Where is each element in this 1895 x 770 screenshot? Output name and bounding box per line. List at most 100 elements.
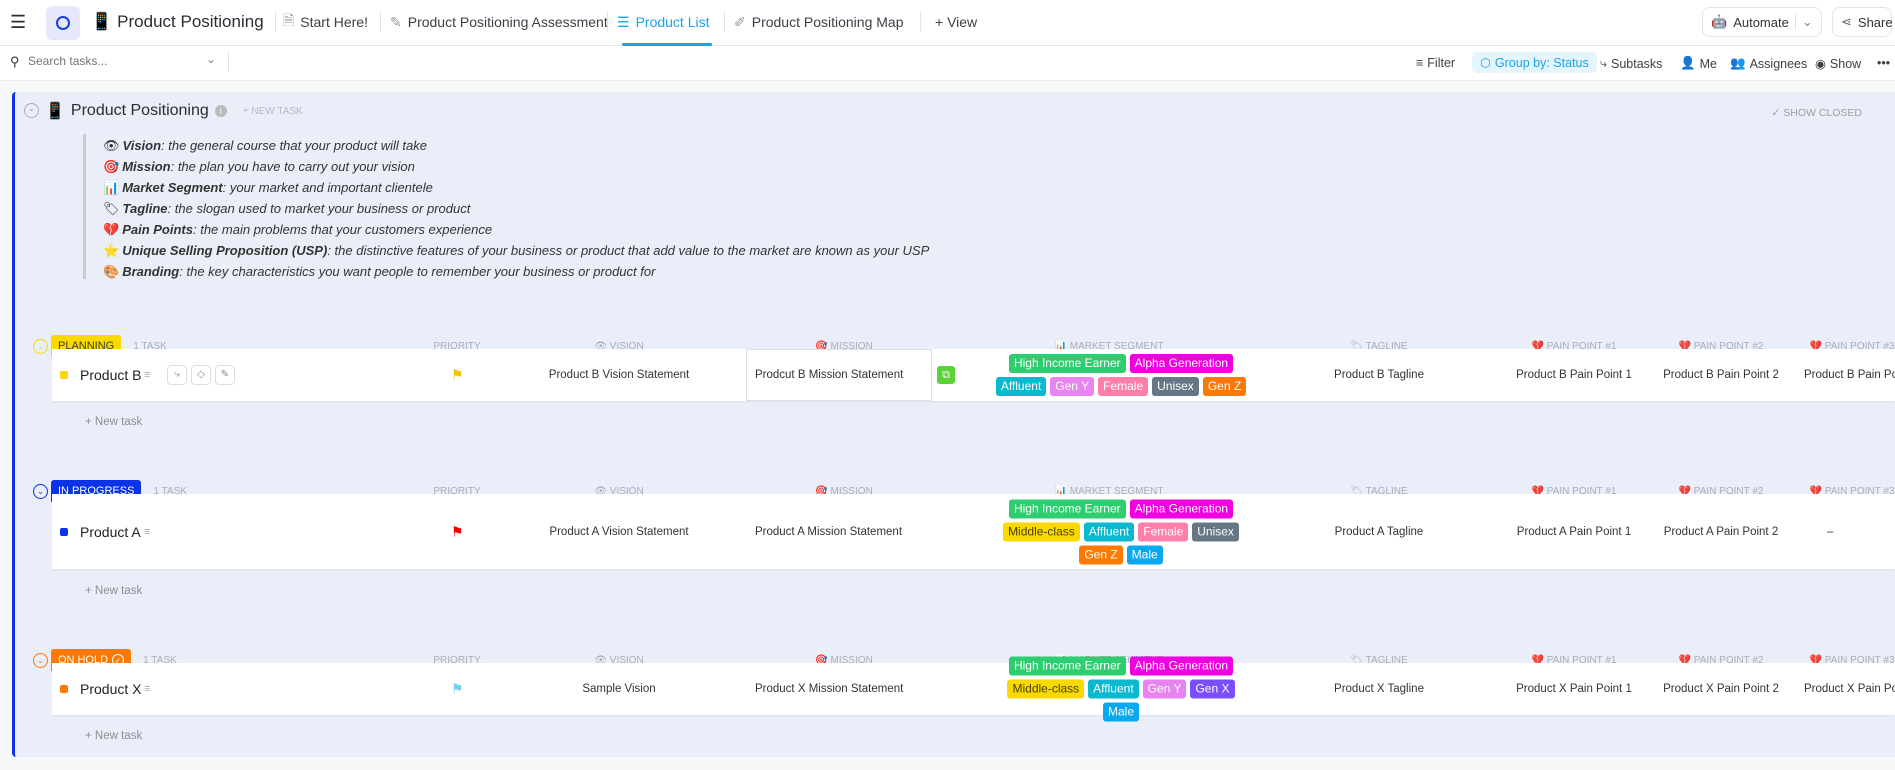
- column-header-pain3[interactable]: 💔 PAIN POINT #3: [1809, 341, 1895, 352]
- column-header-tagline[interactable]: 🏷 TAGLINE: [1350, 655, 1408, 666]
- pain-point-3-cell[interactable]: –: [1827, 525, 1834, 538]
- column-header-market[interactable]: 📊 MARKET SEGMENT: [1054, 341, 1164, 352]
- chevron-down-icon[interactable]: ⌄: [1794, 14, 1813, 30]
- tagline-cell[interactable]: Product B Tagline: [1334, 369, 1424, 381]
- column-header-mission[interactable]: 🎯 MISSION: [815, 655, 873, 666]
- task-row[interactable]: Product B ≡ ⤷ ◇ ✎ ⧉ ⚑ Product B Vision Statemen…: [52, 349, 1895, 401]
- tagline-cell[interactable]: Product A Tagline: [1334, 525, 1424, 538]
- info-icon[interactable]: i: [214, 105, 227, 117]
- status-dot[interactable]: [60, 527, 68, 536]
- status-dot[interactable]: [60, 685, 68, 693]
- emoji-icon: 🏷: [103, 201, 120, 216]
- top-bar: ☰ 📱 Product Positioning 🗎 Start Here! ✎ Pro…: [0, 0, 1895, 46]
- tab-start-here[interactable]: 🗎 Start Here!: [283, 11, 368, 33]
- column-header-priority[interactable]: PRIORITY: [433, 486, 481, 497]
- mission-cell[interactable]: Product X Mission Statement: [755, 683, 904, 695]
- mission-cell[interactable]: Product A Mission Statement: [755, 525, 903, 538]
- column-header-mission[interactable]: 🎯 MISSION: [815, 486, 873, 497]
- market-segment-cell[interactable]: High Income Earner Alpha Generation Afflue…: [972, 354, 1270, 396]
- priority-flag-icon[interactable]: ⚑: [451, 523, 464, 539]
- column-header-pain1[interactable]: 💔 PAIN POINT #1: [1531, 655, 1617, 666]
- status-dot[interactable]: [60, 371, 68, 379]
- mission-cell[interactable]: Prodcut B Mission Statement: [755, 369, 904, 381]
- task-row[interactable]: Product X ≡ ⚑ Sample Vision Product X Missio…: [52, 656, 1895, 722]
- assignees-button[interactable]: 👥 Assignees: [1730, 56, 1807, 71]
- subtask-icon[interactable]: ⤷: [167, 365, 187, 385]
- column-header-market[interactable]: 📊 MARKET SEGMENT: [1054, 486, 1164, 497]
- column-header-pain2[interactable]: 💔 PAIN POINT #2: [1678, 486, 1764, 497]
- pain-point-1-cell[interactable]: Product X Pain Point 1: [1516, 683, 1632, 695]
- collapse-group-icon[interactable]: ⌄: [33, 652, 48, 668]
- task-name[interactable]: Product B: [80, 367, 142, 383]
- pain-point-1-cell[interactable]: Product B Pain Point 1: [1516, 369, 1632, 381]
- emoji-icon: 📊: [103, 180, 120, 195]
- priority-flag-icon[interactable]: ⚑: [451, 366, 464, 383]
- column-header-vision[interactable]: 👁 VISION: [594, 341, 644, 352]
- emoji-icon: 🎯: [103, 159, 120, 174]
- column-header-pain2[interactable]: 💔 PAIN POINT #2: [1678, 341, 1764, 352]
- show-button[interactable]: ◉ Show: [1815, 56, 1861, 72]
- collapse-group-icon[interactable]: ⌄: [33, 338, 48, 354]
- description-term: Mission: [122, 159, 171, 174]
- collapse-icon[interactable]: ⌄: [24, 103, 39, 118]
- tag-icon[interactable]: ◇: [191, 365, 211, 385]
- column-header-pain1[interactable]: 💔 PAIN POINT #1: [1531, 341, 1617, 352]
- column-header-priority[interactable]: PRIORITY: [433, 655, 481, 666]
- new-task-button[interactable]: + New task: [85, 730, 143, 742]
- pain-point-2-cell[interactable]: Product B Pain Point 2: [1663, 369, 1779, 381]
- share-button[interactable]: ⋖ Share: [1832, 7, 1893, 37]
- column-header-priority[interactable]: PRIORITY: [433, 341, 481, 352]
- market-tag: Alpha Generation: [1129, 656, 1234, 676]
- search-input[interactable]: [28, 54, 208, 68]
- edit-icon[interactable]: ✎: [215, 365, 235, 385]
- column-header-vision[interactable]: 👁 VISION: [594, 486, 644, 497]
- description-text: : your market and important clientele: [222, 180, 433, 195]
- pain-point-2-cell[interactable]: Product X Pain Point 2: [1663, 683, 1779, 695]
- priority-flag-icon[interactable]: ⚑: [451, 680, 464, 697]
- workspace-icon[interactable]: [46, 6, 80, 40]
- group-by-button[interactable]: ⬡ Group by: Status: [1472, 52, 1597, 73]
- show-closed-button[interactable]: ✓ SHOW CLOSED: [1772, 107, 1862, 119]
- pain-point-1-cell[interactable]: Product A Pain Point 1: [1516, 525, 1632, 538]
- new-task-button[interactable]: + New task: [85, 585, 143, 597]
- column-header-tagline[interactable]: 🏷 TAGLINE: [1350, 341, 1408, 352]
- tagline-cell[interactable]: Product X Tagline: [1334, 683, 1424, 695]
- task-count: 1 TASK: [153, 485, 187, 497]
- me-button[interactable]: 👤 Me: [1680, 56, 1717, 71]
- tab-product-list[interactable]: ☰ Product List: [617, 11, 710, 33]
- collapse-group-icon[interactable]: ⌄: [33, 483, 48, 499]
- filter-button[interactable]: ≡ Filter: [1416, 56, 1455, 70]
- menu-icon[interactable]: ☰: [10, 12, 27, 32]
- market-segment-cell[interactable]: High Income Earner Alpha Generation Middle…: [972, 656, 1270, 722]
- copy-icon[interactable]: ⧉: [937, 366, 955, 384]
- pain-point-3-cell[interactable]: Product B Pain Point 3: [1804, 369, 1895, 381]
- add-view-button[interactable]: + View: [935, 14, 978, 30]
- column-header-pain2[interactable]: 💔 PAIN POINT #2: [1678, 655, 1764, 666]
- space-title[interactable]: 📱 Product Positioning: [91, 12, 264, 32]
- column-header-pain1[interactable]: 💔 PAIN POINT #1: [1531, 486, 1617, 497]
- pain-point-3-cell[interactable]: Product X Pain Point 3: [1804, 683, 1895, 695]
- vision-cell[interactable]: Sample Vision: [582, 683, 656, 695]
- task-row[interactable]: Product A ≡ ⚑ Product A Vision Statement Pro…: [52, 494, 1895, 569]
- column-header-pain3[interactable]: 💔 PAIN POINT #3: [1809, 655, 1895, 666]
- task-name[interactable]: Product X: [80, 681, 142, 697]
- automate-button[interactable]: 🤖 Automate ⌄: [1702, 7, 1822, 37]
- column-header-mission[interactable]: 🎯 MISSION: [815, 341, 873, 352]
- vision-cell[interactable]: Product B Vision Statement: [548, 369, 690, 381]
- subtasks-button[interactable]: ⤷ Subtasks: [1600, 56, 1662, 71]
- more-icon[interactable]: •••: [1877, 56, 1891, 70]
- tab-positioning-map[interactable]: ✐ Product Positioning Map: [734, 11, 904, 33]
- column-header-vision[interactable]: 👁 VISION: [594, 655, 644, 666]
- task-name[interactable]: Product A: [80, 523, 141, 540]
- column-header-tagline[interactable]: 🏷 TAGLINE: [1350, 486, 1408, 497]
- chevron-down-icon[interactable]: ⌄: [206, 52, 217, 66]
- group-by-label: Group by: Status: [1494, 55, 1589, 70]
- pain-point-2-cell[interactable]: Product A Pain Point 2: [1663, 525, 1779, 538]
- market-segment-cell[interactable]: High Income Earner Alpha Generation Middle…: [972, 499, 1270, 564]
- column-header-pain3[interactable]: 💔 PAIN POINT #3: [1809, 486, 1895, 497]
- emoji-icon: ⭐: [103, 243, 120, 258]
- vision-cell[interactable]: Product A Vision Statement: [549, 525, 689, 538]
- new-task-button[interactable]: + NEW TASK: [242, 105, 303, 117]
- new-task-button[interactable]: + New task: [85, 416, 143, 428]
- tab-assessment[interactable]: ✎ Product Positioning Assessment: [390, 11, 608, 33]
